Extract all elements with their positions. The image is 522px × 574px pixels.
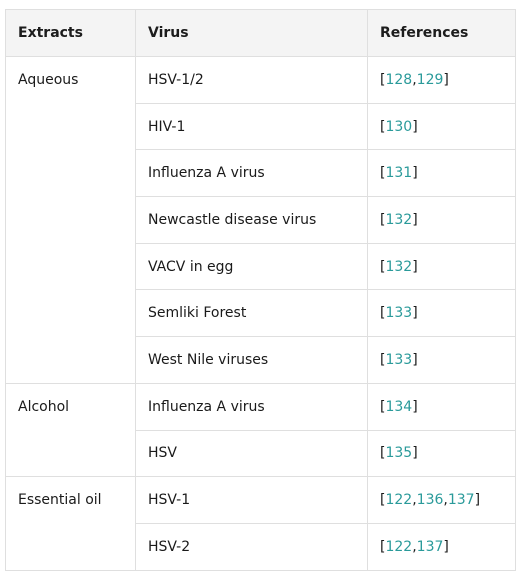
table-header: Extracts Virus References — [5, 9, 516, 57]
reference-link[interactable]: 135 — [385, 445, 413, 462]
reference-link[interactable]: 134 — [385, 398, 413, 415]
reference-link[interactable]: 137 — [447, 492, 475, 509]
reference-link[interactable]: 132 — [385, 258, 413, 275]
header-row: Extracts Virus References — [5, 9, 516, 57]
references-cell: [135] — [367, 429, 516, 478]
open-bracket: [ — [380, 538, 386, 555]
reference-link[interactable]: 128 — [385, 71, 413, 88]
close-bracket: ] — [412, 211, 418, 228]
close-bracket: ] — [474, 492, 481, 509]
header-references: References — [367, 9, 516, 57]
table-row: HSV-2 [122,137] — [6, 522, 516, 571]
reference-link[interactable]: 131 — [385, 165, 413, 182]
reference-link[interactable]: 137 — [416, 538, 444, 555]
references-table: Extracts Virus References Aqueous HSV-1/2… — [5, 9, 516, 571]
virus-cell: HSV — [135, 429, 368, 478]
references-cell: [128,129] — [367, 56, 516, 104]
reference-link[interactable]: 133 — [385, 351, 413, 368]
references-cell: [132] — [367, 242, 516, 291]
references-cell: [122,137] — [367, 522, 516, 571]
virus-cell: HSV-1 — [135, 476, 368, 524]
close-bracket: ] — [443, 71, 449, 88]
extract-cell: Alcohol — [5, 382, 136, 478]
virus-cell: Influenza A virus — [135, 149, 368, 198]
open-bracket: [ — [380, 71, 386, 88]
references-cell: [133] — [367, 336, 516, 384]
table-row: Alcohol Influenza A virus [134] — [5, 382, 516, 478]
table-row: Influenza A virus [131] — [6, 149, 516, 198]
virus-cell: Newcastle disease virus — [135, 196, 368, 244]
table-body: Aqueous HSV-1/2 [128,129] HIV-1 [130] Influen… — [5, 56, 516, 571]
references-cell: [130] — [367, 102, 516, 151]
close-bracket: ] — [412, 165, 418, 182]
open-bracket: [ — [380, 492, 386, 509]
table-row: HIV-1 [130] — [6, 102, 516, 151]
virus-cell: Semliki Forest — [135, 289, 368, 338]
open-bracket: [ — [380, 165, 386, 182]
extract-cell: Aqueous — [5, 56, 136, 384]
open-bracket: [ — [380, 351, 386, 368]
open-bracket: [ — [380, 398, 386, 415]
virus-cell: VACV in egg — [135, 242, 368, 291]
open-bracket: [ — [380, 118, 386, 135]
reference-link[interactable]: 122 — [385, 492, 413, 509]
virus-cell: Influenza A virus — [135, 382, 368, 431]
virus-cell: West Nile viruses — [135, 336, 368, 384]
header-extracts: Extracts — [5, 9, 136, 57]
open-bracket: [ — [380, 258, 386, 275]
table-row: Semliki Forest [133] — [6, 289, 516, 338]
open-bracket: [ — [380, 305, 386, 322]
reference-link[interactable]: 132 — [385, 211, 413, 228]
reference-link[interactable]: 129 — [416, 71, 444, 88]
close-bracket: ] — [412, 398, 418, 415]
references-cell: [134] — [367, 382, 516, 431]
close-bracket: ] — [412, 258, 418, 275]
ref-separator: , — [412, 492, 417, 509]
table-row: Newcastle disease virus [132] — [6, 196, 516, 244]
close-bracket: ] — [412, 445, 418, 462]
extract-cell: Essential oil — [5, 476, 136, 571]
close-bracket: ] — [443, 538, 449, 555]
ref-separator: , — [412, 71, 417, 88]
references-cell: [132] — [367, 196, 516, 244]
table-row: Essential oil HSV-1 [122,136,137] — [5, 476, 516, 571]
virus-cell: HSV-2 — [135, 522, 368, 571]
table-row: Aqueous HSV-1/2 [128,129] — [5, 56, 516, 384]
virus-cell: HIV-1 — [135, 102, 368, 151]
ref-separator: , — [412, 538, 417, 555]
reference-link[interactable]: 122 — [385, 538, 413, 555]
references-cell: [122,136,137] — [367, 476, 516, 524]
virus-cell: HSV-1/2 — [135, 56, 368, 104]
table-row: VACV in egg [132] — [6, 242, 516, 291]
close-bracket: ] — [412, 305, 418, 322]
open-bracket: [ — [380, 211, 386, 228]
open-bracket: [ — [380, 445, 386, 462]
close-bracket: ] — [412, 351, 418, 368]
header-virus: Virus — [135, 9, 368, 57]
table-row: West Nile viruses [133] — [6, 336, 516, 384]
close-bracket: ] — [412, 118, 418, 135]
ref-separator: , — [443, 492, 448, 509]
reference-link[interactable]: 130 — [385, 118, 413, 135]
table-row: HSV [135] — [6, 429, 516, 478]
reference-link[interactable]: 136 — [416, 492, 444, 509]
references-cell: [131] — [367, 149, 516, 198]
reference-link[interactable]: 133 — [385, 305, 413, 322]
references-cell: [133] — [367, 289, 516, 338]
